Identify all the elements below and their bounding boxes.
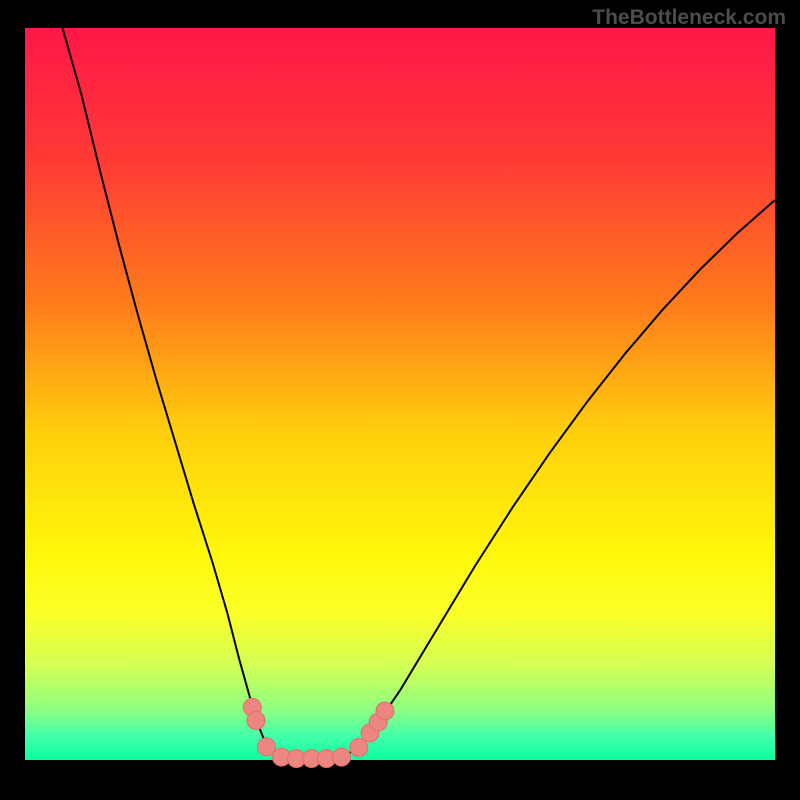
watermark-text: TheBottleneck.com [592,6,786,30]
chart-svg [0,0,800,800]
chart-frame: TheBottleneck.com [0,0,800,800]
